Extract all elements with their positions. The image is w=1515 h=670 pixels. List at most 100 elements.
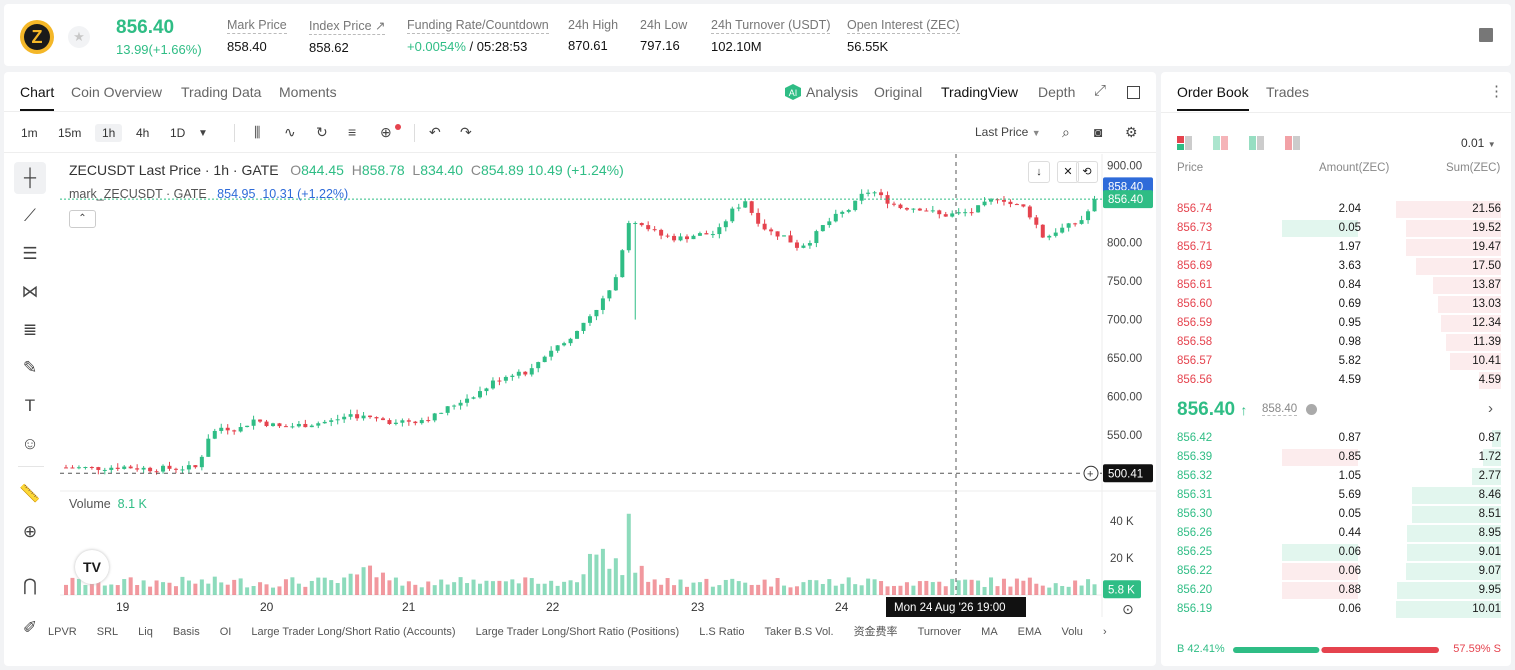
emoji-icon[interactable]: ☺ bbox=[21, 434, 39, 453]
timeframe-15m[interactable]: 15m bbox=[58, 126, 82, 140]
ask-row[interactable]: 856.57 5.82 10.41 bbox=[1161, 352, 1511, 371]
ask-row[interactable]: 856.58 0.98 11.39 bbox=[1161, 333, 1511, 352]
fibonacci-icon[interactable]: ≣ bbox=[22, 320, 38, 339]
book-layout-icons[interactable] bbox=[1177, 134, 1317, 152]
chart-canvas[interactable]: 900.00850.00800.00750.00700.00650.00600.… bbox=[60, 154, 1156, 617]
reset-view-icon[interactable]: ⟲ bbox=[1076, 161, 1098, 183]
collapse-legend-button[interactable]: ⌃ bbox=[69, 210, 96, 228]
ask-row[interactable]: 856.73 0.05 19.52 bbox=[1161, 219, 1511, 238]
camera-icon[interactable]: ◙ bbox=[1094, 124, 1103, 140]
trendline-icon[interactable]: ⟋ bbox=[24, 206, 36, 225]
tab-analysis[interactable]: Analysis bbox=[806, 84, 859, 100]
volume-bar bbox=[536, 583, 541, 595]
bid-row[interactable]: 856.25 0.06 9.01 bbox=[1161, 543, 1511, 562]
order-book-panel: Order Book Trades ⋮ 0.01 ▼ Price Amount(… bbox=[1161, 72, 1511, 666]
indicator-1[interactable]: SRL bbox=[96, 626, 119, 638]
indicator-10[interactable]: Turnover bbox=[917, 626, 962, 638]
indicator-2[interactable]: Liq bbox=[138, 626, 153, 638]
candlestick-chart[interactable]: 900.00850.00800.00750.00700.00650.00600.… bbox=[60, 154, 1156, 617]
ask-row[interactable]: 856.60 0.69 13.03 bbox=[1161, 295, 1511, 314]
indicator-7[interactable]: L.S Ratio bbox=[699, 626, 745, 638]
expand-icon[interactable]: ⤢ bbox=[1094, 82, 1107, 99]
indicators-icon[interactable]: ∿ bbox=[284, 124, 296, 140]
candle bbox=[115, 467, 120, 469]
timeframe-1m[interactable]: 1m bbox=[21, 126, 38, 140]
tab-trading-data[interactable]: Trading Data bbox=[181, 84, 262, 100]
indicator-4[interactable]: OI bbox=[219, 626, 232, 638]
ask-row[interactable]: 856.59 0.95 12.34 bbox=[1161, 314, 1511, 333]
timeframe-1d[interactable]: 1D bbox=[170, 126, 186, 140]
add-alert-icon[interactable]: ⊕ bbox=[380, 124, 392, 140]
brush-icon[interactable]: ✎ bbox=[22, 358, 38, 377]
tab-depth[interactable]: Depth bbox=[1038, 84, 1076, 100]
volume-bar bbox=[749, 584, 754, 595]
bid-row[interactable]: 856.30 0.05 8.51 bbox=[1161, 505, 1511, 524]
compare-icon[interactable]: ↻ bbox=[316, 124, 328, 140]
text-tool-icon[interactable]: T bbox=[24, 396, 36, 415]
scroll-down-icon[interactable]: ↓ bbox=[1028, 161, 1050, 183]
x-tick-label: 22 bbox=[546, 600, 560, 614]
templates-icon[interactable]: ≡ bbox=[348, 124, 357, 140]
ask-row[interactable]: 856.56 4.59 4.59 bbox=[1161, 371, 1511, 390]
stat-index-price[interactable]: Index Price ↗ 858.62 bbox=[309, 19, 386, 55]
tradingview-logo[interactable]: TV bbox=[75, 550, 109, 584]
undo-icon[interactable]: ↶ bbox=[429, 124, 441, 140]
ruler-icon[interactable]: 📏 bbox=[19, 484, 41, 503]
search-icon[interactable]: ⌕ bbox=[1062, 124, 1070, 140]
tab-trades[interactable]: Trades bbox=[1266, 84, 1310, 100]
ai-analysis-icon[interactable]: AI bbox=[784, 83, 802, 101]
tab-moments[interactable]: Moments bbox=[279, 84, 337, 100]
timeframe-4h[interactable]: 4h bbox=[136, 126, 150, 140]
indicator-0[interactable]: LPVR bbox=[48, 626, 77, 638]
indicator-5[interactable]: Large Trader Long/Short Ratio (Accounts) bbox=[251, 626, 456, 638]
stat-funding-rate[interactable]: Funding Rate/Countdown +0.0054% / 05:28:… bbox=[407, 18, 549, 54]
indicator-9[interactable]: 资金费率 bbox=[853, 626, 898, 638]
ask-row[interactable]: 856.74 2.04 21.56 bbox=[1161, 200, 1511, 219]
stat-24h-turnover[interactable]: 24h Turnover (USDT) 102.10M bbox=[711, 18, 831, 54]
zoom-in-icon[interactable]: ⊕ bbox=[22, 522, 38, 541]
tab-original[interactable]: Original bbox=[874, 84, 923, 100]
ask-row[interactable]: 856.61 0.84 13.87 bbox=[1161, 276, 1511, 295]
scroll-right-icon[interactable]: › bbox=[1102, 626, 1107, 638]
tab-coin-overview[interactable]: Coin Overview bbox=[71, 84, 163, 100]
indicator-12[interactable]: EMA bbox=[1017, 626, 1042, 638]
favorite-star-icon[interactable]: ★ bbox=[68, 26, 90, 48]
indicator-11[interactable]: MA bbox=[981, 626, 998, 638]
candle-type-icon[interactable]: ⫼ bbox=[254, 124, 261, 140]
crosshair-icon[interactable]: ┼ bbox=[14, 162, 46, 194]
guide-book-icon[interactable] bbox=[1479, 28, 1493, 42]
bid-row[interactable]: 856.42 0.87 0.87 bbox=[1161, 429, 1511, 448]
bid-row[interactable]: 856.22 0.06 9.07 bbox=[1161, 562, 1511, 581]
tab-tradingview[interactable]: TradingView bbox=[941, 84, 1019, 100]
magnet-icon[interactable]: ⋂ bbox=[23, 576, 37, 595]
stat-open-interest[interactable]: Open Interest (ZEC) 56.55K bbox=[847, 18, 960, 54]
timeframe-1h[interactable]: 1h bbox=[95, 124, 123, 142]
more-options-icon[interactable]: ⋮ bbox=[1489, 83, 1504, 100]
redo-icon[interactable]: ↷ bbox=[460, 124, 472, 140]
timeframe-dropdown-icon[interactable]: ▼ bbox=[198, 128, 208, 139]
ask-row[interactable]: 856.71 1.97 19.47 bbox=[1161, 238, 1511, 257]
pencil-icon[interactable]: ✐ bbox=[22, 618, 38, 637]
precision-select[interactable]: 0.01 ▼ bbox=[1461, 136, 1496, 150]
bid-row[interactable]: 856.32 1.05 2.77 bbox=[1161, 467, 1511, 486]
indicator-13[interactable]: Volu bbox=[1061, 626, 1083, 638]
window-mode-icon[interactable] bbox=[1127, 86, 1140, 99]
chevron-right-icon[interactable]: › bbox=[1488, 400, 1493, 417]
bid-row[interactable]: 856.19 0.06 10.01 bbox=[1161, 600, 1511, 619]
horizontal-lines-icon[interactable]: ☰ bbox=[22, 244, 38, 263]
price-type-select[interactable]: Last Price ▼ bbox=[975, 125, 1041, 139]
bid-row[interactable]: 856.39 0.85 1.72 bbox=[1161, 448, 1511, 467]
tab-chart[interactable]: Chart bbox=[20, 84, 55, 111]
collapse-icon[interactable]: ✕ bbox=[1057, 161, 1079, 183]
stat-mark-price[interactable]: Mark Price 858.40 bbox=[227, 18, 287, 54]
ask-row[interactable]: 856.69 3.63 17.50 bbox=[1161, 257, 1511, 276]
bid-row[interactable]: 856.26 0.44 8.95 bbox=[1161, 524, 1511, 543]
indicator-3[interactable]: Basis bbox=[172, 626, 200, 638]
pattern-icon[interactable]: ⋈ bbox=[21, 282, 39, 301]
gear-icon[interactable]: ⚙ bbox=[1125, 124, 1138, 140]
tab-order-book[interactable]: Order Book bbox=[1177, 84, 1249, 111]
indicator-6[interactable]: Large Trader Long/Short Ratio (Positions… bbox=[475, 626, 680, 638]
indicator-8[interactable]: Taker B.S Vol. bbox=[764, 626, 834, 638]
bid-row[interactable]: 856.31 5.69 8.46 bbox=[1161, 486, 1511, 505]
bid-row[interactable]: 856.20 0.88 9.95 bbox=[1161, 581, 1511, 600]
